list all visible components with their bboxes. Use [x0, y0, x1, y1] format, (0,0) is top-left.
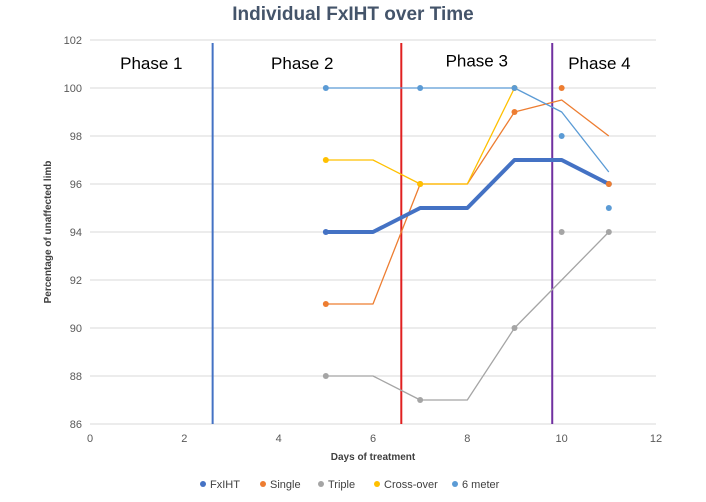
data-point: [511, 109, 518, 115]
legend-label: Cross-over: [384, 479, 438, 491]
series-line: [325, 158, 610, 234]
data-point: [322, 229, 329, 235]
x-tick-label: 12: [650, 433, 662, 445]
y-tick-label: 86: [70, 419, 82, 431]
data-point: [417, 85, 424, 91]
data-point: [511, 85, 518, 91]
phase-label: Phase 3: [446, 51, 508, 70]
y-tick-label: 96: [70, 179, 82, 191]
chart-title: Individual FxIHT over Time: [232, 4, 473, 25]
axis-ticks: 86 88 90 92 94 96 98 100 102 0 2 4 6 8 10 12: [64, 35, 662, 445]
legend-marker: [318, 481, 324, 487]
data-point: [511, 325, 518, 331]
phase-label: Phase 4: [568, 54, 630, 73]
legend-marker: [200, 481, 206, 487]
data-point: [605, 181, 612, 187]
data-point: [558, 85, 565, 91]
y-tick-label: 94: [70, 227, 82, 239]
y-tick-label: 92: [70, 275, 82, 287]
series-markers: [322, 85, 612, 403]
data-point: [605, 229, 612, 235]
y-tick-label: 98: [70, 131, 82, 143]
phase-label: Phase 1: [120, 54, 182, 73]
legend: FxIHT Single Triple Cross-over 6 meter: [200, 479, 500, 491]
x-tick-label: 0: [87, 433, 93, 445]
y-tick-label: 90: [70, 323, 82, 335]
legend-marker: [452, 481, 458, 487]
legend-marker: [260, 481, 266, 487]
data-point: [322, 373, 329, 379]
legend-label: Triple: [328, 479, 355, 491]
x-tick-label: 2: [181, 433, 187, 445]
series-line: [325, 231, 610, 401]
data-point: [558, 229, 565, 235]
data-point: [417, 181, 424, 187]
x-tick-label: 4: [276, 433, 282, 445]
x-tick-label: 10: [556, 433, 568, 445]
y-tick-label: 88: [70, 371, 82, 383]
legend-label: Single: [270, 479, 301, 491]
data-point: [322, 157, 329, 163]
data-point: [558, 133, 565, 139]
y-tick-label: 100: [64, 83, 82, 95]
y-tick-label: 102: [64, 35, 82, 47]
phase-label: Phase 2: [271, 54, 333, 73]
data-point: [322, 301, 329, 307]
legend-label: FxIHT: [210, 479, 240, 491]
data-point: [605, 205, 612, 211]
x-tick-label: 8: [464, 433, 470, 445]
data-point: [322, 85, 329, 91]
phase-labels: Phase 1 Phase 2 Phase 3 Phase 4: [120, 51, 630, 72]
x-axis-title: Days of treatment: [331, 452, 416, 463]
legend-label: 6 meter: [462, 479, 500, 491]
legend-marker: [374, 481, 380, 487]
data-point: [417, 397, 424, 403]
y-axis-title: Percentage of unaffected limb: [43, 161, 54, 304]
x-tick-label: 6: [370, 433, 376, 445]
